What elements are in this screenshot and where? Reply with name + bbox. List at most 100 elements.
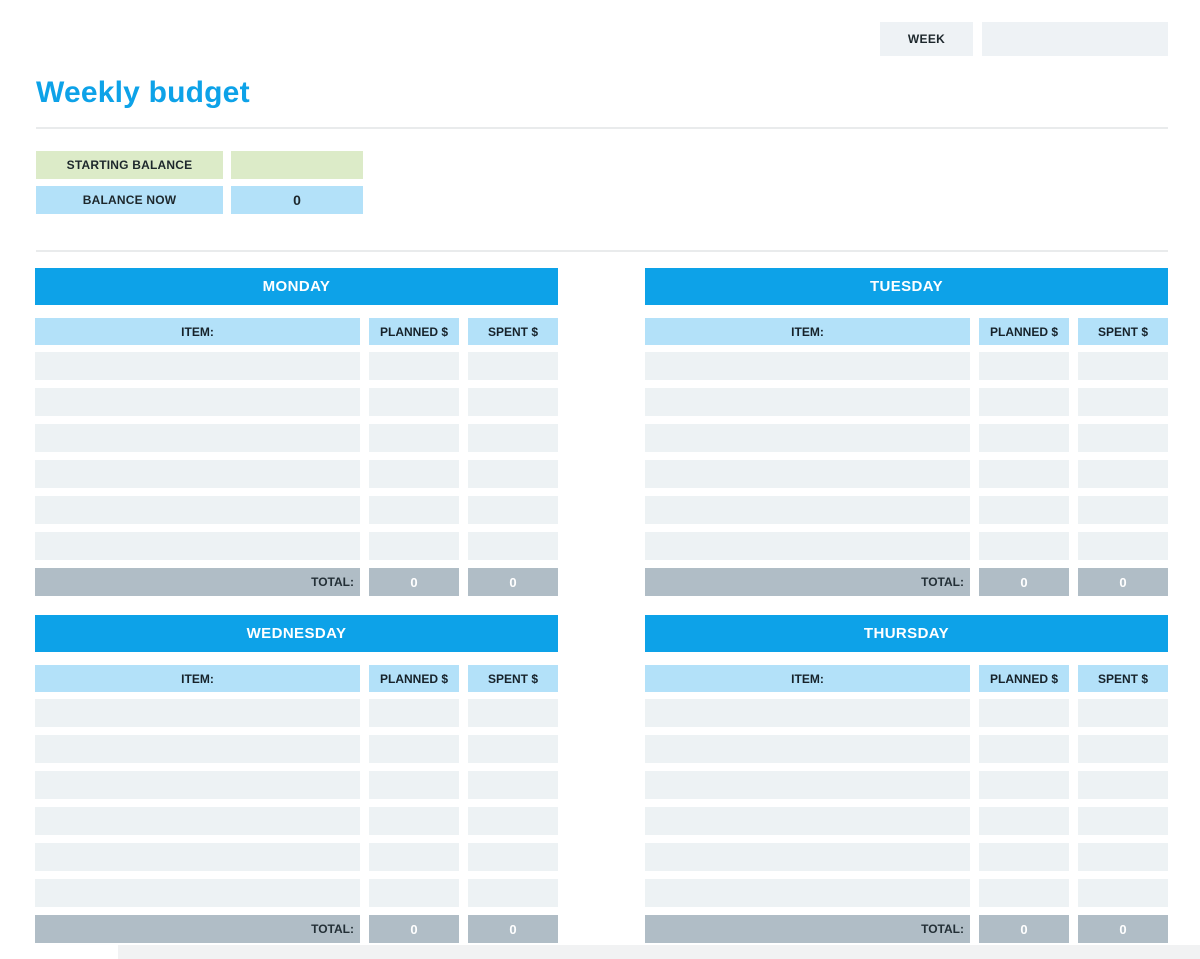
spent-cell[interactable]	[1078, 771, 1168, 799]
item-cell[interactable]	[35, 699, 360, 727]
spent-cell[interactable]	[1078, 807, 1168, 835]
item-cell[interactable]	[35, 460, 360, 488]
item-column-header: ITEM:	[645, 318, 970, 345]
week-input[interactable]	[982, 22, 1168, 56]
planned-cell[interactable]	[979, 843, 1069, 871]
item-cell[interactable]	[645, 807, 970, 835]
item-cell[interactable]	[645, 735, 970, 763]
item-cell[interactable]	[645, 424, 970, 452]
spent-cell[interactable]	[1078, 352, 1168, 380]
spent-cell[interactable]	[468, 843, 558, 871]
spent-cell[interactable]	[1078, 460, 1168, 488]
item-cell[interactable]	[645, 532, 970, 560]
planned-cell[interactable]	[369, 532, 459, 560]
table-row	[35, 388, 558, 416]
planned-cell[interactable]	[369, 807, 459, 835]
planned-column-header: PLANNED $	[369, 318, 459, 345]
spent-cell[interactable]	[468, 771, 558, 799]
item-cell[interactable]	[645, 699, 970, 727]
planned-cell[interactable]	[979, 496, 1069, 524]
spent-cell[interactable]	[468, 352, 558, 380]
item-cell[interactable]	[645, 496, 970, 524]
planned-cell[interactable]	[979, 532, 1069, 560]
planned-cell[interactable]	[369, 496, 459, 524]
planned-cell[interactable]	[979, 424, 1069, 452]
planned-cell[interactable]	[979, 388, 1069, 416]
table-row	[645, 496, 1168, 524]
spent-cell[interactable]	[1078, 699, 1168, 727]
total-planned-value[interactable]: 0	[369, 568, 459, 596]
item-cell[interactable]	[35, 352, 360, 380]
spent-cell[interactable]	[468, 388, 558, 416]
spent-cell[interactable]	[468, 424, 558, 452]
total-planned-value[interactable]: 0	[979, 915, 1069, 943]
spent-cell[interactable]	[1078, 735, 1168, 763]
planned-cell[interactable]	[979, 460, 1069, 488]
planned-cell[interactable]	[369, 771, 459, 799]
total-spent-value[interactable]: 0	[1078, 915, 1168, 943]
column-header-row: ITEM: PLANNED $ SPENT $	[645, 318, 1168, 345]
starting-balance-value[interactable]	[231, 151, 363, 179]
planned-cell[interactable]	[979, 771, 1069, 799]
table-row	[35, 807, 558, 835]
table-row	[645, 460, 1168, 488]
spent-column-header: SPENT $	[468, 665, 558, 692]
planned-cell[interactable]	[979, 735, 1069, 763]
item-cell[interactable]	[645, 388, 970, 416]
spent-cell[interactable]	[468, 879, 558, 907]
total-spent-value[interactable]: 0	[1078, 568, 1168, 596]
item-cell[interactable]	[35, 843, 360, 871]
item-cell[interactable]	[35, 807, 360, 835]
item-cell[interactable]	[35, 532, 360, 560]
spent-cell[interactable]	[468, 699, 558, 727]
planned-cell[interactable]	[369, 352, 459, 380]
divider-top	[36, 127, 1168, 129]
total-row: TOTAL: 0 0	[645, 568, 1168, 596]
total-planned-value[interactable]: 0	[369, 915, 459, 943]
planned-cell[interactable]	[369, 735, 459, 763]
spent-cell[interactable]	[468, 496, 558, 524]
planned-cell[interactable]	[369, 879, 459, 907]
planned-cell[interactable]	[369, 843, 459, 871]
item-cell[interactable]	[35, 388, 360, 416]
total-spent-value[interactable]: 0	[468, 915, 558, 943]
table-row	[35, 699, 558, 727]
item-cell[interactable]	[35, 424, 360, 452]
item-cell[interactable]	[645, 460, 970, 488]
planned-cell[interactable]	[979, 879, 1069, 907]
planned-cell[interactable]	[369, 699, 459, 727]
item-cell[interactable]	[645, 352, 970, 380]
spent-cell[interactable]	[1078, 388, 1168, 416]
total-spent-value[interactable]: 0	[468, 568, 558, 596]
spent-cell[interactable]	[1078, 424, 1168, 452]
item-cell[interactable]	[35, 771, 360, 799]
spent-cell[interactable]	[468, 807, 558, 835]
item-column-header: ITEM:	[35, 318, 360, 345]
spent-cell[interactable]	[1078, 843, 1168, 871]
item-cell[interactable]	[645, 879, 970, 907]
planned-cell[interactable]	[369, 424, 459, 452]
item-cell[interactable]	[35, 735, 360, 763]
table-row	[35, 460, 558, 488]
starting-balance-label: STARTING BALANCE	[36, 151, 223, 179]
balance-now-value[interactable]: 0	[231, 186, 363, 214]
item-cell[interactable]	[35, 879, 360, 907]
total-planned-value[interactable]: 0	[979, 568, 1069, 596]
planned-cell[interactable]	[369, 388, 459, 416]
table-row	[645, 699, 1168, 727]
day-table-monday: MONDAY ITEM: PLANNED $ SPENT $	[35, 268, 558, 596]
table-row	[645, 388, 1168, 416]
spent-cell[interactable]	[1078, 496, 1168, 524]
item-cell[interactable]	[645, 843, 970, 871]
spent-cell[interactable]	[468, 532, 558, 560]
item-cell[interactable]	[35, 496, 360, 524]
spent-cell[interactable]	[1078, 879, 1168, 907]
planned-cell[interactable]	[369, 460, 459, 488]
spent-cell[interactable]	[1078, 532, 1168, 560]
spent-cell[interactable]	[468, 460, 558, 488]
planned-cell[interactable]	[979, 807, 1069, 835]
planned-cell[interactable]	[979, 699, 1069, 727]
spent-cell[interactable]	[468, 735, 558, 763]
item-cell[interactable]	[645, 771, 970, 799]
planned-cell[interactable]	[979, 352, 1069, 380]
